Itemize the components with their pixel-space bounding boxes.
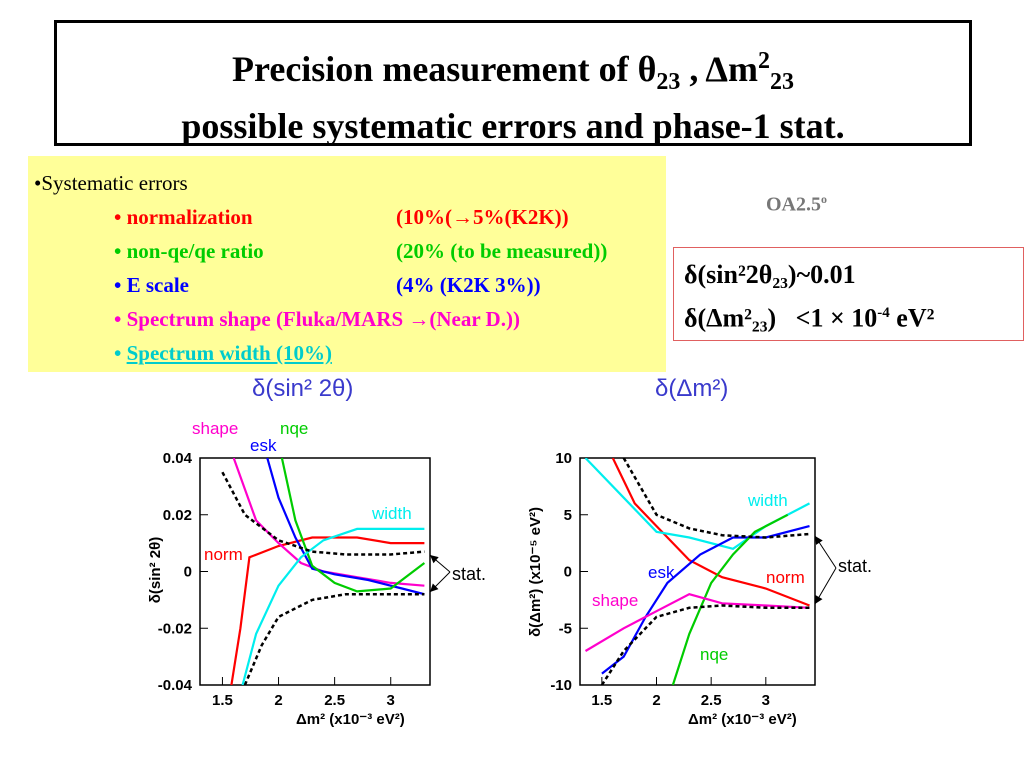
chart1-ytick-label: 0 (564, 564, 572, 581)
chart1-ytick-label: -5 (559, 620, 572, 637)
item-escale: • E scale (4% (K2K 3%)) (114, 268, 666, 302)
chart0-series-stat (221, 471, 425, 556)
item-bullet: • (114, 341, 127, 365)
result-dm2: δ(Δm²₂₃) <1 × 10-4 eV² (684, 294, 1023, 338)
slide-title: Precision measurement of θ23 , Δm223 pos… (54, 20, 972, 146)
result-dm2-value: <1 × 10 (795, 303, 878, 333)
result-dm2-exponent: -4 (877, 305, 890, 321)
chart0-ytick-label: 0.02 (163, 507, 192, 524)
chart0-xtick-label: 2.5 (324, 692, 345, 709)
delta-m-symbol: Δm (705, 49, 758, 89)
chart0-ylabel: δ(sin² 2θ) (147, 537, 164, 603)
chart0-series-stat-minus (243, 592, 425, 685)
results-box: δ(sin²2θ₂₃)~0.01 δ(Δm²₂₃) <1 × 10-4 eV² (673, 247, 1024, 341)
chart1-series-stat (622, 458, 810, 539)
chart1-xtick-label: 1.5 (591, 692, 612, 709)
item-nonqe: • non-qe/qe ratio (20% (to be measured)) (114, 234, 666, 268)
item-label: • normalization (114, 205, 253, 229)
chart0-label-nqe: nqe (280, 419, 308, 438)
chart1-ylabel: δ(Δm²) (x10⁻⁵ eV²) (527, 507, 544, 637)
chart0-ytick-label: 0 (184, 564, 192, 581)
chart0-frame (199, 457, 431, 686)
chart1-series-esk (601, 525, 810, 675)
chart1-stat-arrowhead (815, 536, 823, 545)
theta-symbol: θ (637, 49, 657, 89)
item-value: (10%(→5%(K2K)) (396, 205, 569, 229)
chart1-xtick-label: 3 (762, 692, 770, 709)
chart0-xlabel: Δm² (x10⁻³ eV²) (296, 711, 405, 728)
chart1-ytick-label: 10 (555, 450, 572, 467)
chart1-header: δ(Δm²) (655, 375, 728, 402)
chart1-series-nqe (671, 513, 789, 685)
chart1-label-norm: norm (766, 568, 805, 587)
chart0-series-width (241, 527, 425, 685)
chart1-xlabel: Δm² (x10⁻³ eV²) (688, 711, 797, 728)
chart1-frame (579, 457, 816, 686)
oa-degree: o (821, 192, 827, 206)
item-label: • Spectrum shape (Fluka/MARS →(Near D.)) (114, 307, 520, 331)
title-line-2: possible systematic errors and phase-1 s… (181, 106, 845, 147)
chart1-series-norm (611, 458, 810, 607)
systematics-panel: •Systematic errors • normalization (10%(→… (28, 156, 666, 372)
chart0-header: δ(sin² 2θ) (252, 375, 353, 402)
chart0-series-norm (230, 536, 425, 685)
chart1-series-shape (584, 593, 810, 652)
dm-superscript: 2 (757, 48, 770, 74)
chart0-label-width: width (371, 504, 412, 523)
item-label: • E scale (114, 273, 190, 297)
item-spectrum-shape: • Spectrum shape (Fluka/MARS →(Near D.)) (114, 302, 666, 336)
chart0-stat-label: stat. (452, 564, 486, 584)
item-normalization: • normalization (10%(→5%(K2K)) (114, 200, 666, 234)
result-dm2-label: δ(Δm²₂₃) (684, 303, 777, 333)
chart0-series-esk (266, 458, 425, 596)
title-text: Precision measurement of (232, 49, 638, 89)
chart1-ytick-label: -10 (550, 677, 572, 694)
chart1-stat-label: stat. (838, 556, 872, 576)
chart1-label-esk: esk (648, 563, 675, 582)
chart0-xtick-label: 3 (387, 692, 395, 709)
chart1-xtick-label: 2 (652, 692, 660, 709)
chart1-label-shape: shape (592, 591, 638, 610)
chart0-label-norm: norm (204, 545, 243, 564)
chart0-ytick-label: -0.02 (158, 620, 192, 637)
chart0-ytick-label: 0.04 (163, 450, 193, 467)
chart1-label-width: width (747, 491, 788, 510)
item-value: (20% (to be measured)) (396, 239, 608, 263)
title-line-1: Precision measurement of θ23 , Δm223 (57, 39, 969, 104)
chart1-xtick-label: 2.5 (701, 692, 722, 709)
title-separator: , (680, 49, 706, 89)
chart0-stat-arrowhead (430, 583, 439, 592)
chart0-series-nqe (280, 458, 426, 593)
spectrum-width-link[interactable]: Spectrum width (10%) (126, 341, 332, 365)
oa-label: OA2.5o (766, 192, 827, 217)
chart1-label-nqe: nqe (700, 645, 728, 664)
chart1-stat-arrowhead (815, 595, 823, 604)
chart0-label-shape: shape (192, 419, 238, 438)
theta-subscript: 23 (656, 69, 681, 96)
chart1-plot: 1.5 2 2.5 3 10 5 0 -5 -10 width esk norm shape nqe (550, 450, 837, 709)
result-dm2-unit: eV² (889, 303, 935, 333)
chart0-stat-arrowhead (430, 555, 439, 564)
dm-subscript: 23 (769, 69, 794, 96)
chart1-ytick-label: 5 (564, 507, 572, 524)
item-value: (4% (K2K 3%)) (396, 273, 541, 297)
chart0-xtick-label: 2 (274, 692, 282, 709)
systematics-header: •Systematic errors (34, 171, 188, 195)
chart0-label-esk: esk (250, 436, 277, 455)
item-label: • non-qe/qe ratio (114, 239, 264, 263)
chart0-ytick-label: -0.04 (158, 677, 193, 694)
oa-value: OA2.5 (766, 193, 821, 216)
chart0-xtick-label: 1.5 (212, 692, 233, 709)
chart1-series-stat-minus (600, 604, 810, 685)
item-spectrum-width: • Spectrum width (10%) (114, 336, 666, 370)
result-sin2theta: δ(sin²2θ₂₃)~0.01 (684, 260, 856, 289)
